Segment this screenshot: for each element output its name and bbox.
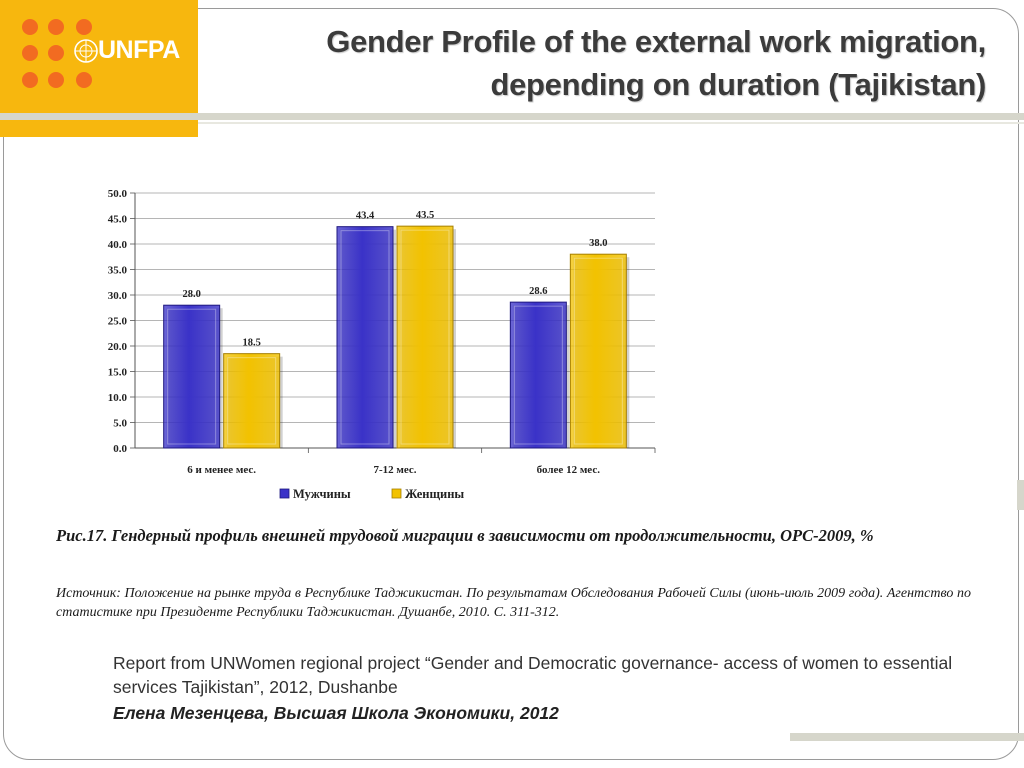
- data-label: 43.4: [356, 211, 375, 222]
- bar-women: [396, 225, 454, 449]
- logo-dot: [22, 45, 38, 61]
- logo-dot: [22, 72, 38, 88]
- legend-label: Мужчины: [293, 487, 351, 501]
- bar-men: [336, 226, 394, 449]
- legend-swatch: [279, 488, 290, 499]
- y-tick-label: 30.0: [108, 290, 128, 302]
- data-label: 28.6: [529, 286, 547, 297]
- y-tick-label: 5.0: [113, 418, 127, 430]
- author-credit: Елена Мезенцева, Высшая Школа Экономики,…: [113, 703, 559, 723]
- bar-bevel: [167, 308, 217, 445]
- logo-dot: [48, 19, 64, 35]
- y-tick-label: 25.0: [108, 316, 128, 328]
- x-tick-label: более 12 мес.: [537, 464, 601, 476]
- bar-bevel: [227, 357, 277, 445]
- y-tick-label: 35.0: [108, 265, 128, 277]
- data-label: 18.5: [242, 338, 260, 349]
- data-label: 43.5: [416, 210, 434, 221]
- bar-bevel: [573, 257, 623, 445]
- bar-men: [509, 301, 567, 449]
- y-tick-label: 50.0: [108, 188, 128, 200]
- bar-women: [223, 353, 281, 449]
- x-tick-label: 7-12 мес.: [373, 464, 416, 476]
- x-tick-label: 6 и менее мес.: [187, 464, 256, 476]
- title-divider: [0, 113, 1024, 120]
- brand-name: UNFPA: [98, 36, 180, 64]
- legend-label: Женщины: [405, 487, 464, 501]
- y-tick-label: 10.0: [108, 392, 128, 404]
- bar-bevel: [340, 230, 390, 445]
- title-divider-thin: [198, 122, 1024, 124]
- chart-container: 0.0 5.0 10.0 15.0 20.0 25.0 30.0 35.0 40.0 45.0 50…: [60, 175, 970, 510]
- bar-bevel: [400, 229, 450, 445]
- logo-dot: [76, 72, 92, 88]
- y-tick-label: 40.0: [108, 239, 128, 251]
- y-tick-label: 45.0: [108, 214, 128, 226]
- bar-women: [569, 253, 627, 449]
- un-emblem-icon: [74, 39, 98, 63]
- logo-dot: [48, 45, 64, 61]
- side-tab: [1017, 480, 1024, 510]
- source-note: Источник: Положение на рынке труда в Рес…: [56, 586, 971, 620]
- logo-dot: [48, 72, 64, 88]
- slide-title: Gender Profile of the external work migr…: [326, 20, 986, 106]
- logo-dot: [22, 19, 38, 35]
- slide-title-line: depending on duration (Tajikistan): [490, 67, 986, 102]
- logo-dot: [76, 19, 92, 35]
- legend-swatch: [391, 488, 402, 499]
- figure-caption: Рис.17. Гендерный профиль внешней трудов…: [56, 526, 874, 545]
- y-tick-label: 20.0: [108, 341, 128, 353]
- data-label: 28.0: [182, 289, 200, 300]
- y-tick-label: 0.0: [113, 443, 127, 455]
- footer-bar: [790, 733, 1024, 741]
- bar-men: [163, 304, 221, 449]
- report-reference: Report from UNWomen regional project “Ge…: [113, 653, 953, 697]
- data-label: 38.0: [589, 238, 607, 249]
- y-tick-label: 15.0: [108, 367, 128, 379]
- bar-bevel: [513, 305, 563, 445]
- slide-title-line: Gender Profile of the external work migr…: [326, 24, 986, 59]
- bar-chart: 0.0 5.0 10.0 15.0 20.0 25.0 30.0 35.0 40.0 45.0 50…: [108, 188, 656, 501]
